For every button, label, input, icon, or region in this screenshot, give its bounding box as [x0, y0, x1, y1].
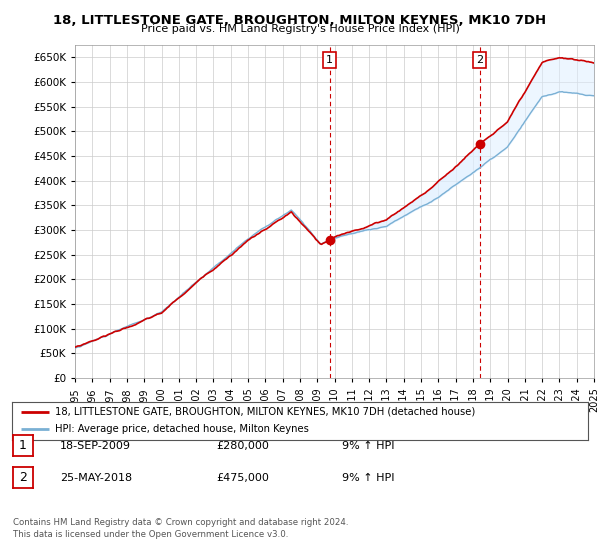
Text: 9% ↑ HPI: 9% ↑ HPI	[342, 441, 395, 451]
Text: 18-SEP-2009: 18-SEP-2009	[60, 441, 131, 451]
Text: 18, LITTLESTONE GATE, BROUGHTON, MILTON KEYNES, MK10 7DH (detached house): 18, LITTLESTONE GATE, BROUGHTON, MILTON …	[55, 407, 475, 417]
Text: £280,000: £280,000	[216, 441, 269, 451]
Text: £475,000: £475,000	[216, 473, 269, 483]
Text: 2: 2	[476, 55, 483, 65]
Text: 18, LITTLESTONE GATE, BROUGHTON, MILTON KEYNES, MK10 7DH: 18, LITTLESTONE GATE, BROUGHTON, MILTON …	[53, 14, 547, 27]
Text: 25-MAY-2018: 25-MAY-2018	[60, 473, 132, 483]
Text: HPI: Average price, detached house, Milton Keynes: HPI: Average price, detached house, Milt…	[55, 424, 309, 435]
Text: 1: 1	[326, 55, 333, 65]
Text: 9% ↑ HPI: 9% ↑ HPI	[342, 473, 395, 483]
Text: 1: 1	[19, 439, 27, 452]
Text: Contains HM Land Registry data © Crown copyright and database right 2024.
This d: Contains HM Land Registry data © Crown c…	[13, 518, 349, 539]
Text: Price paid vs. HM Land Registry's House Price Index (HPI): Price paid vs. HM Land Registry's House …	[140, 24, 460, 34]
Text: 2: 2	[19, 471, 27, 484]
